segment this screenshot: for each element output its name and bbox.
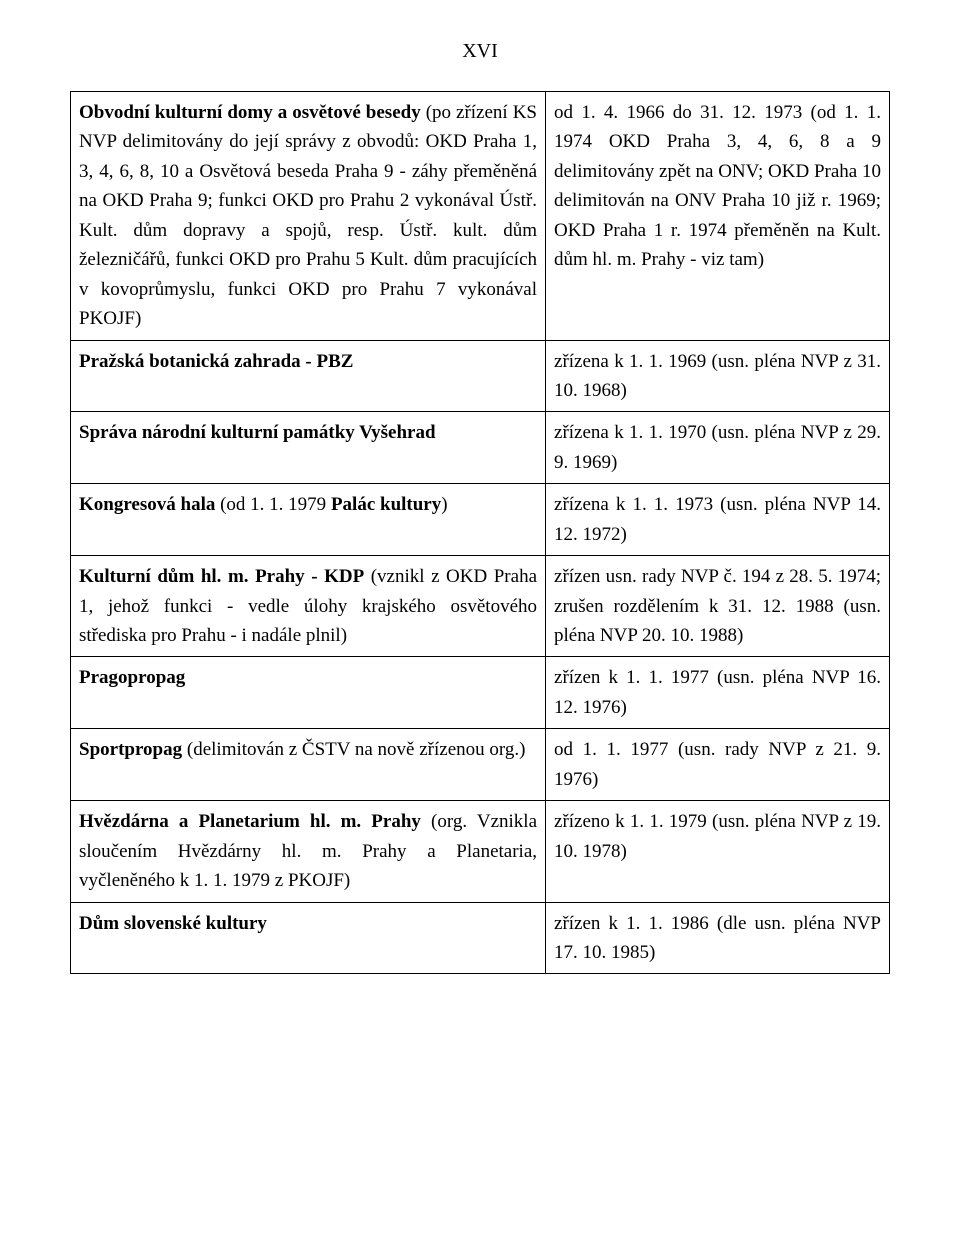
table-cell-left: Pragopropag <box>71 657 546 729</box>
table-row: Obvodní kulturní domy a osvětové besedy … <box>71 92 890 341</box>
table-cell-right: od 1. 4. 1966 do 31. 12. 1973 (od 1. 1. … <box>546 92 890 341</box>
text-segment: zřízena k 1. 1. 1973 (usn. pléna NVP 14.… <box>554 494 881 544</box>
text-segment: ) <box>441 494 447 515</box>
text-segment: zřízen k 1. 1. 1986 (dle usn. pléna NVP … <box>554 913 881 963</box>
table-row: Sportpropag (delimitován z ČSTV na nově … <box>71 729 890 801</box>
text-segment: Kulturní dům hl. m. Prahy - KDP <box>79 566 364 587</box>
text-segment: Sportpropag <box>79 739 182 760</box>
table-cell-left: Kongresová hala (od 1. 1. 1979 Palác kul… <box>71 484 546 556</box>
table-row: Kongresová hala (od 1. 1. 1979 Palác kul… <box>71 484 890 556</box>
table-cell-right: zřízen usn. rady NVP č. 194 z 28. 5. 197… <box>546 556 890 657</box>
table-row: Dům slovenské kultury zřízen k 1. 1. 1986… <box>71 902 890 974</box>
table-cell-left: Sportpropag (delimitován z ČSTV na nově … <box>71 729 546 801</box>
table-cell-right: zřízen k 1. 1. 1986 (dle usn. pléna NVP … <box>546 902 890 974</box>
table-cell-right: zřízeno k 1. 1. 1979 (usn. pléna NVP z 1… <box>546 801 890 902</box>
text-segment: (po zřízení KS NVP delimitovány do její … <box>79 102 537 329</box>
text-segment: Obvodní kulturní domy a osvětové besedy <box>79 102 421 123</box>
text-segment: (delimitován z ČSTV na nově zřízenou org… <box>182 739 525 760</box>
table-cell-right: zřízena k 1. 1. 1970 (usn. pléna NVP z 2… <box>546 412 890 484</box>
text-segment: Palác kultury <box>331 494 441 515</box>
page-number: XVI <box>70 40 890 63</box>
table-cell-left: Pražská botanická zahrada - PBZ <box>71 340 546 412</box>
text-segment: od 1. 1. 1977 (usn. rady NVP z 21. 9. 19… <box>554 739 881 789</box>
table-row: Pragopropag zřízen k 1. 1. 1977 (usn. plé… <box>71 657 890 729</box>
text-segment: zřízen usn. rady NVP č. 194 z 28. 5. 197… <box>554 566 881 646</box>
text-segment: zřízena k 1. 1. 1970 (usn. pléna NVP z 2… <box>554 422 881 472</box>
document-page: XVI Obvodní kulturní domy a osvětové bes… <box>0 0 960 1243</box>
text-segment: Pražská botanická zahrada - PBZ <box>79 351 353 372</box>
table-cell-left: Obvodní kulturní domy a osvětové besedy … <box>71 92 546 341</box>
table-cell-left: Správa národní kulturní památky Vyšehrad <box>71 412 546 484</box>
table-cell-right: zřízen k 1. 1. 1977 (usn. pléna NVP 16. … <box>546 657 890 729</box>
text-segment: zřízena k 1. 1. 1969 (usn. pléna NVP z 3… <box>554 351 881 401</box>
table-row: Kulturní dům hl. m. Prahy - KDP (vznikl … <box>71 556 890 657</box>
text-segment: Správa národní kulturní památky Vyšehrad <box>79 422 436 443</box>
table-cell-right: od 1. 1. 1977 (usn. rady NVP z 21. 9. 19… <box>546 729 890 801</box>
table-cell-left: Hvězdárna a Planetarium hl. m. Prahy (or… <box>71 801 546 902</box>
text-segment: zřízeno k 1. 1. 1979 (usn. pléna NVP z 1… <box>554 811 881 861</box>
table-cell-right: zřízena k 1. 1. 1973 (usn. pléna NVP 14.… <box>546 484 890 556</box>
text-segment: (od 1. 1. 1979 <box>215 494 331 515</box>
text-segment: Kongresová hala <box>79 494 215 515</box>
table-row: Správa národní kulturní památky Vyšehrad… <box>71 412 890 484</box>
text-segment: od 1. 4. 1966 do 31. 12. 1973 (od 1. 1. … <box>554 102 881 270</box>
table-cell-left: Kulturní dům hl. m. Prahy - KDP (vznikl … <box>71 556 546 657</box>
text-segment: Pragopropag <box>79 667 185 688</box>
table-cell-left: Dům slovenské kultury <box>71 902 546 974</box>
text-segment: Hvězdárna a Planetarium hl. m. Prahy <box>79 811 421 832</box>
content-table: Obvodní kulturní domy a osvětové besedy … <box>70 91 890 974</box>
text-segment: zřízen k 1. 1. 1977 (usn. pléna NVP 16. … <box>554 667 881 717</box>
table-row: Pražská botanická zahrada - PBZ zřízena k… <box>71 340 890 412</box>
table-cell-right: zřízena k 1. 1. 1969 (usn. pléna NVP z 3… <box>546 340 890 412</box>
table-row: Hvězdárna a Planetarium hl. m. Prahy (or… <box>71 801 890 902</box>
text-segment: Dům slovenské kultury <box>79 913 267 934</box>
